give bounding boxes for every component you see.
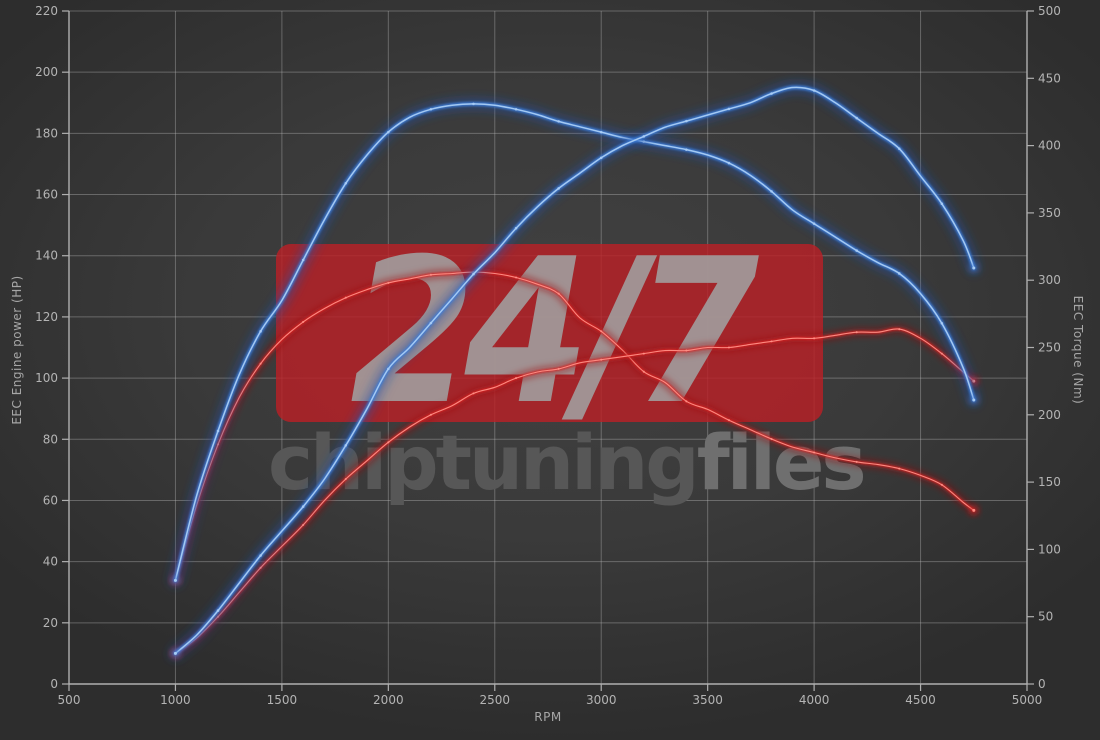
watermark-badge-text: 24/7 xyxy=(350,244,759,422)
right-axis-title: EEC Torque (Nm) xyxy=(1071,295,1085,405)
watermark-brand: chiptuningfiles xyxy=(268,425,867,501)
watermark-badge: 24/7 xyxy=(276,244,823,422)
watermark-brand-bold: chiptuning xyxy=(268,418,700,507)
left-axis-title: EEC Engine power (HP) xyxy=(10,275,24,425)
watermark-brand-light: files xyxy=(696,418,867,507)
x-axis-title: RPM xyxy=(534,710,562,724)
